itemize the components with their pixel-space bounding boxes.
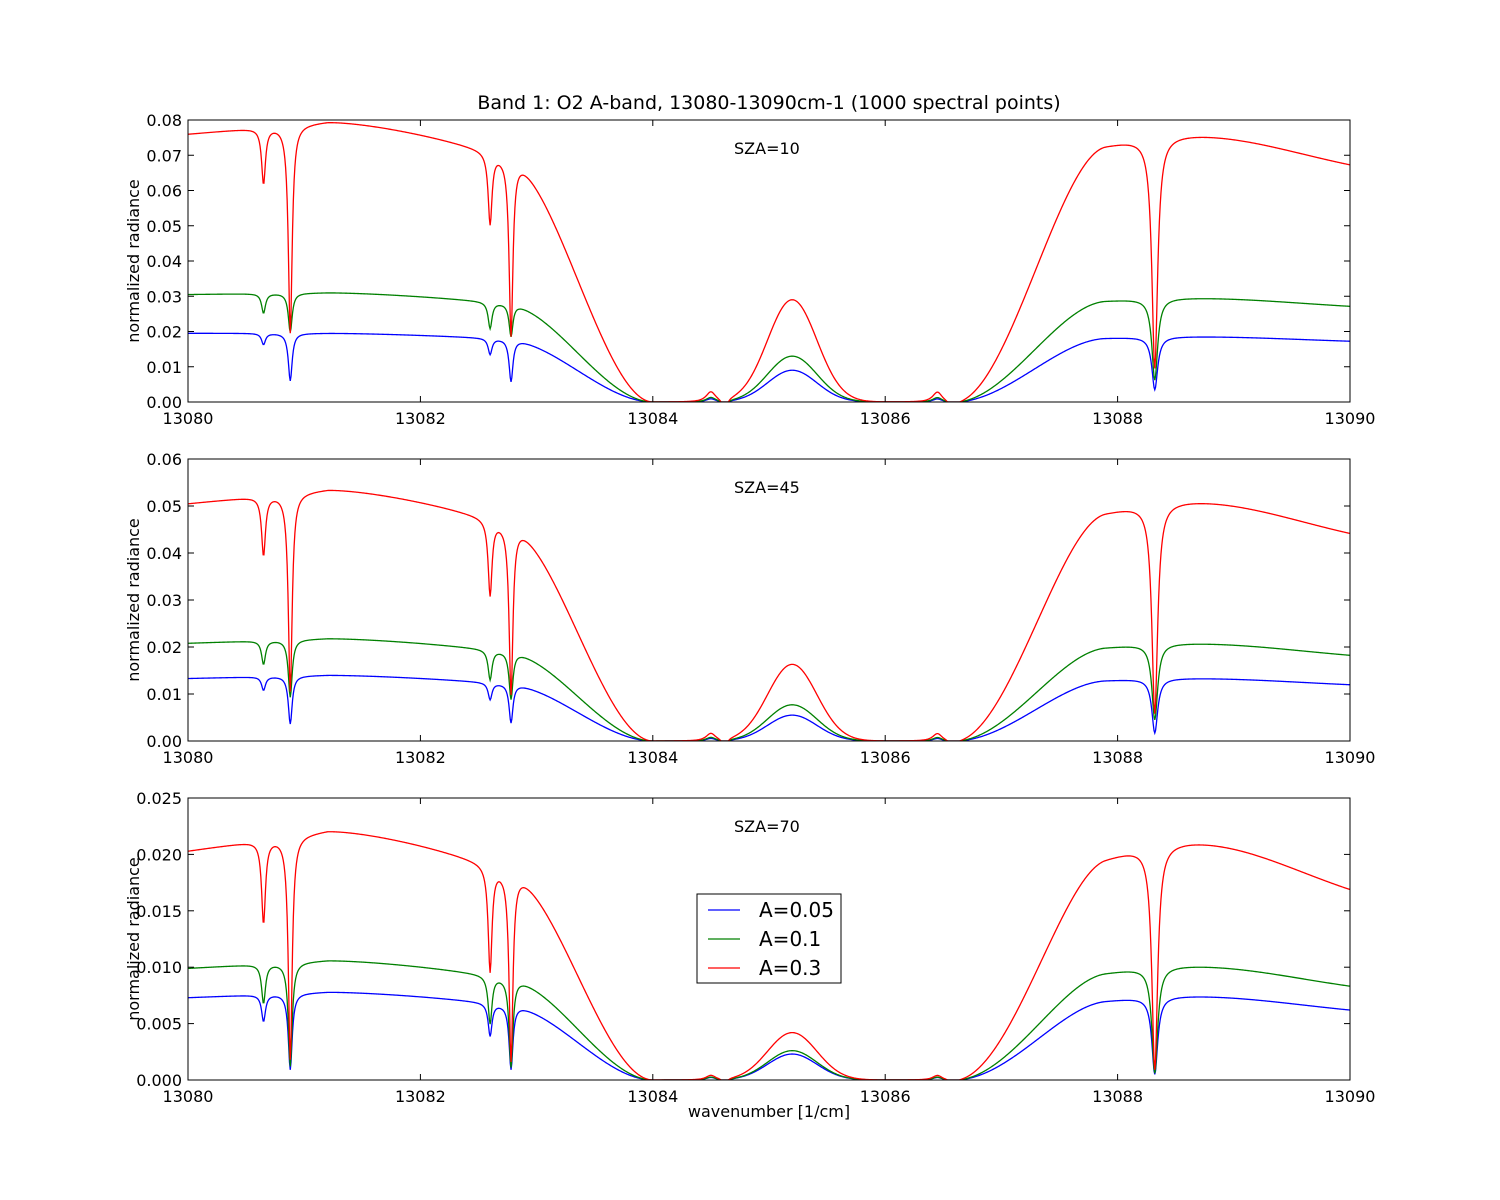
series-line-A=0.1 xyxy=(188,960,1350,1080)
x-tick-label: 13086 xyxy=(860,409,911,428)
sza-annotation: SZA=45 xyxy=(734,478,800,497)
y-tick-label: 0.08 xyxy=(146,111,182,130)
x-tick-label: 13088 xyxy=(1092,409,1143,428)
panel-2: 13080 13082 13084 13086 13088 13090 0.00 0.01 0.… xyxy=(124,450,1375,767)
legend-label: A=0.1 xyxy=(759,927,821,951)
series-line-A=0.05 xyxy=(188,991,1350,1080)
plot-frame xyxy=(187,458,1351,742)
series-line-A=0.1 xyxy=(188,638,1350,741)
x-axis-label: wavenumber [1/cm] xyxy=(688,1102,850,1121)
y-tick-label: 0.005 xyxy=(136,1015,182,1034)
x-tick-label: 13082 xyxy=(395,1087,446,1106)
legend: A=0.05 A=0.1 A=0.3 xyxy=(696,893,842,984)
y-tick-label: 0.02 xyxy=(146,323,182,342)
x-tick-label: 13080 xyxy=(163,1087,214,1106)
y-tick-label: 0.000 xyxy=(136,1071,182,1090)
series-line-A=0.3 xyxy=(188,122,1350,402)
panel-1: 13080 13082 13084 13086 13088 13090 0.00 0.01 0.… xyxy=(124,111,1375,428)
x-tick-label: 13084 xyxy=(627,1087,678,1106)
legend-label: A=0.3 xyxy=(759,956,821,980)
y-tick-label: 0.07 xyxy=(146,146,182,165)
y-tick-label: 0.04 xyxy=(146,252,182,271)
plot-frame xyxy=(187,119,1351,403)
x-tick-label: 13086 xyxy=(860,1087,911,1106)
x-tick-label: 13082 xyxy=(395,748,446,767)
x-tick-label: 13088 xyxy=(1092,1087,1143,1106)
y-tick-label: 0.02 xyxy=(146,638,182,657)
x-tick-label: 13086 xyxy=(860,748,911,767)
y-tick-label: 0.025 xyxy=(136,789,182,808)
y-tick-label: 0.04 xyxy=(146,544,182,563)
y-axis-label: normalized radiance xyxy=(124,518,143,682)
sza-annotation: SZA=10 xyxy=(734,139,800,158)
y-tick-label: 0.06 xyxy=(146,450,182,469)
y-tick-label: 0.015 xyxy=(136,902,182,921)
x-tick-label: 13090 xyxy=(1325,748,1376,767)
x-tick-label: 13084 xyxy=(627,748,678,767)
y-tick-label: 0.010 xyxy=(136,958,182,977)
x-tick-label: 13088 xyxy=(1092,748,1143,767)
series-line-A=0.3 xyxy=(188,489,1350,741)
y-tick-label: 0.03 xyxy=(146,591,182,610)
y-tick-label: 0.03 xyxy=(146,287,182,306)
y-axis-label: normalized radiance xyxy=(124,179,143,343)
x-tick-label: 13080 xyxy=(163,748,214,767)
y-tick-label: 0.01 xyxy=(146,685,182,704)
series-line-A=0.05 xyxy=(188,674,1350,741)
series-line-A=0.1 xyxy=(188,292,1350,402)
panels: 13080 13082 13084 13086 13088 13090 0.00 0.01 0.… xyxy=(124,111,1375,1106)
y-axis-label: normalized radiance xyxy=(124,857,143,1021)
y-tick-label: 0.020 xyxy=(136,845,182,864)
x-tick-label: 13080 xyxy=(163,409,214,428)
y-tick-label: 0.01 xyxy=(146,358,182,377)
figure-title: Band 1: O2 A-band, 13080-13090cm-1 (1000… xyxy=(477,92,1060,114)
y-tick-label: 0.06 xyxy=(146,182,182,201)
y-tick-label: 0.00 xyxy=(146,393,182,412)
x-tick-label: 13084 xyxy=(627,409,678,428)
x-tick-label: 13082 xyxy=(395,409,446,428)
series-line-A=0.05 xyxy=(188,332,1350,402)
y-tick-label: 0.05 xyxy=(146,217,182,236)
x-tick-label: 13090 xyxy=(1325,409,1376,428)
panel-3: 13080 13082 13084 13086 13088 13090 0.000 0.005… xyxy=(124,789,1375,1106)
legend-label: A=0.05 xyxy=(759,898,834,922)
y-tick-label: 0.05 xyxy=(146,497,182,516)
sza-annotation: SZA=70 xyxy=(734,817,800,836)
series-line-A=0.3 xyxy=(188,831,1350,1080)
x-tick-label: 13090 xyxy=(1325,1087,1376,1106)
y-tick-label: 0.00 xyxy=(146,732,182,751)
plot-frame xyxy=(187,797,1351,1081)
